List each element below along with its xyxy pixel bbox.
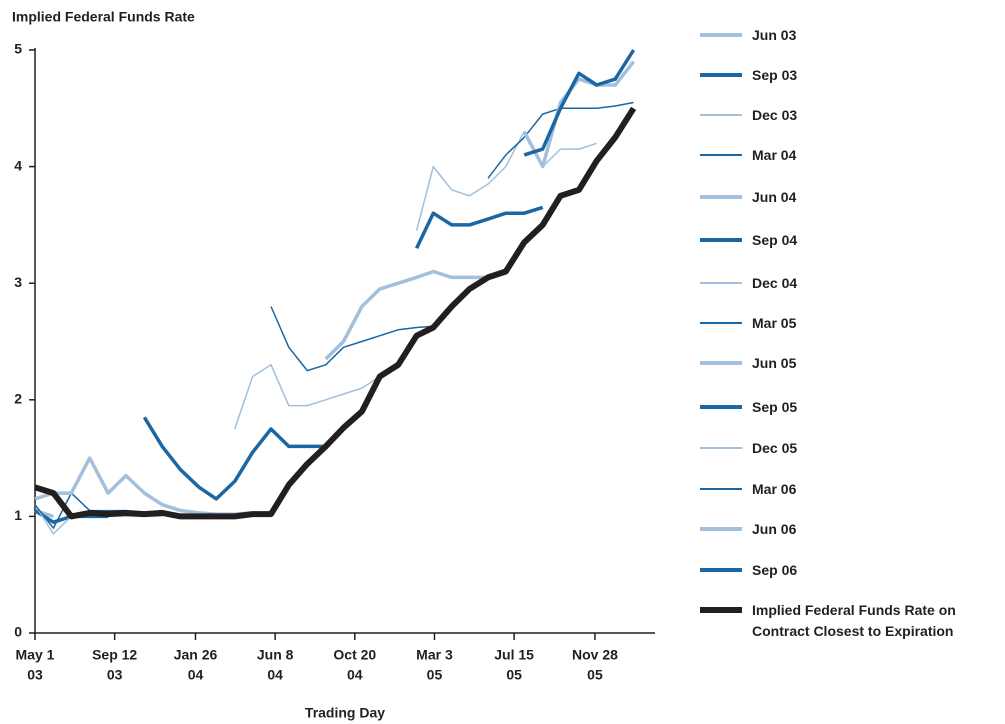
legend-label: Sep 04 — [752, 232, 798, 248]
x-tick-label: Mar 3 — [416, 647, 453, 663]
series-line — [324, 269, 488, 361]
series-line — [34, 106, 637, 520]
x-tick-label: May 1 — [16, 647, 55, 663]
legend-label: Dec 04 — [752, 275, 798, 291]
legend-label: Implied Federal Funds Rate on Contract C… — [752, 602, 956, 639]
legend-swatch — [700, 488, 742, 490]
x-tick-label: 05 — [587, 667, 603, 683]
legend-swatch — [700, 73, 742, 77]
legend-swatch — [700, 568, 742, 572]
x-tick-label: Jun 8 — [257, 647, 294, 663]
y-tick-label: 5 — [14, 41, 22, 57]
x-axis-label: Trading Day — [305, 705, 385, 721]
x-tick-label: 05 — [427, 667, 443, 683]
series-line — [523, 49, 636, 157]
legend-swatch — [700, 33, 742, 37]
series-line — [415, 205, 544, 249]
legend-swatch — [700, 322, 742, 324]
legend-label: Dec 03 — [752, 107, 798, 123]
legend-label: Sep 03 — [752, 67, 798, 83]
legend-label: Jun 05 — [752, 355, 797, 371]
x-tick-label: Sep 12 — [92, 647, 137, 663]
x-tick-label: 04 — [188, 667, 204, 683]
series-line — [270, 306, 434, 372]
series-line — [415, 130, 597, 231]
legend-swatch — [700, 114, 742, 116]
legend-swatch — [700, 238, 742, 242]
legend-label: Sep 06 — [752, 562, 798, 578]
y-tick-label: 1 — [14, 507, 22, 523]
x-tick-label: 05 — [506, 667, 522, 683]
series-line — [522, 60, 635, 169]
x-tick-label: Oct 20 — [333, 647, 376, 663]
y-tick-label: 3 — [14, 274, 22, 290]
series-line — [34, 456, 272, 516]
legend-label: Jun 03 — [752, 27, 797, 43]
y-tick-label: 0 — [14, 624, 22, 640]
legend-label: Mar 05 — [752, 315, 797, 331]
x-tick-label: Nov 28 — [572, 647, 618, 663]
y-tick-label: 4 — [14, 157, 22, 173]
legend-swatch — [700, 607, 742, 613]
chart-title: Implied Federal Funds Rate — [12, 9, 195, 25]
x-tick-label: 03 — [107, 667, 123, 683]
legend-label: Jun 06 — [752, 521, 797, 537]
y-tick-label: 2 — [14, 391, 22, 407]
legend-swatch — [700, 527, 742, 531]
legend-swatch — [700, 447, 742, 449]
series-line — [233, 364, 381, 430]
legend-swatch — [700, 282, 742, 284]
series-line — [142, 416, 326, 501]
series-line — [34, 504, 163, 535]
legend-label: Dec 05 — [752, 440, 798, 456]
legend-label: Mar 04 — [752, 147, 797, 163]
x-tick-label: 04 — [267, 667, 283, 683]
legend-swatch — [700, 405, 742, 409]
x-tick-label: 03 — [27, 667, 43, 683]
legend-swatch — [700, 154, 742, 156]
legend-swatch — [700, 195, 742, 199]
legend-label: Jun 04 — [752, 189, 797, 205]
legend-label: Mar 06 — [752, 481, 797, 497]
x-tick-label: Jul 15 — [494, 647, 534, 663]
x-tick-label: 04 — [347, 667, 363, 683]
legend-label: Sep 05 — [752, 399, 798, 415]
x-tick-label: Jan 26 — [174, 647, 218, 663]
legend-swatch — [700, 361, 742, 365]
